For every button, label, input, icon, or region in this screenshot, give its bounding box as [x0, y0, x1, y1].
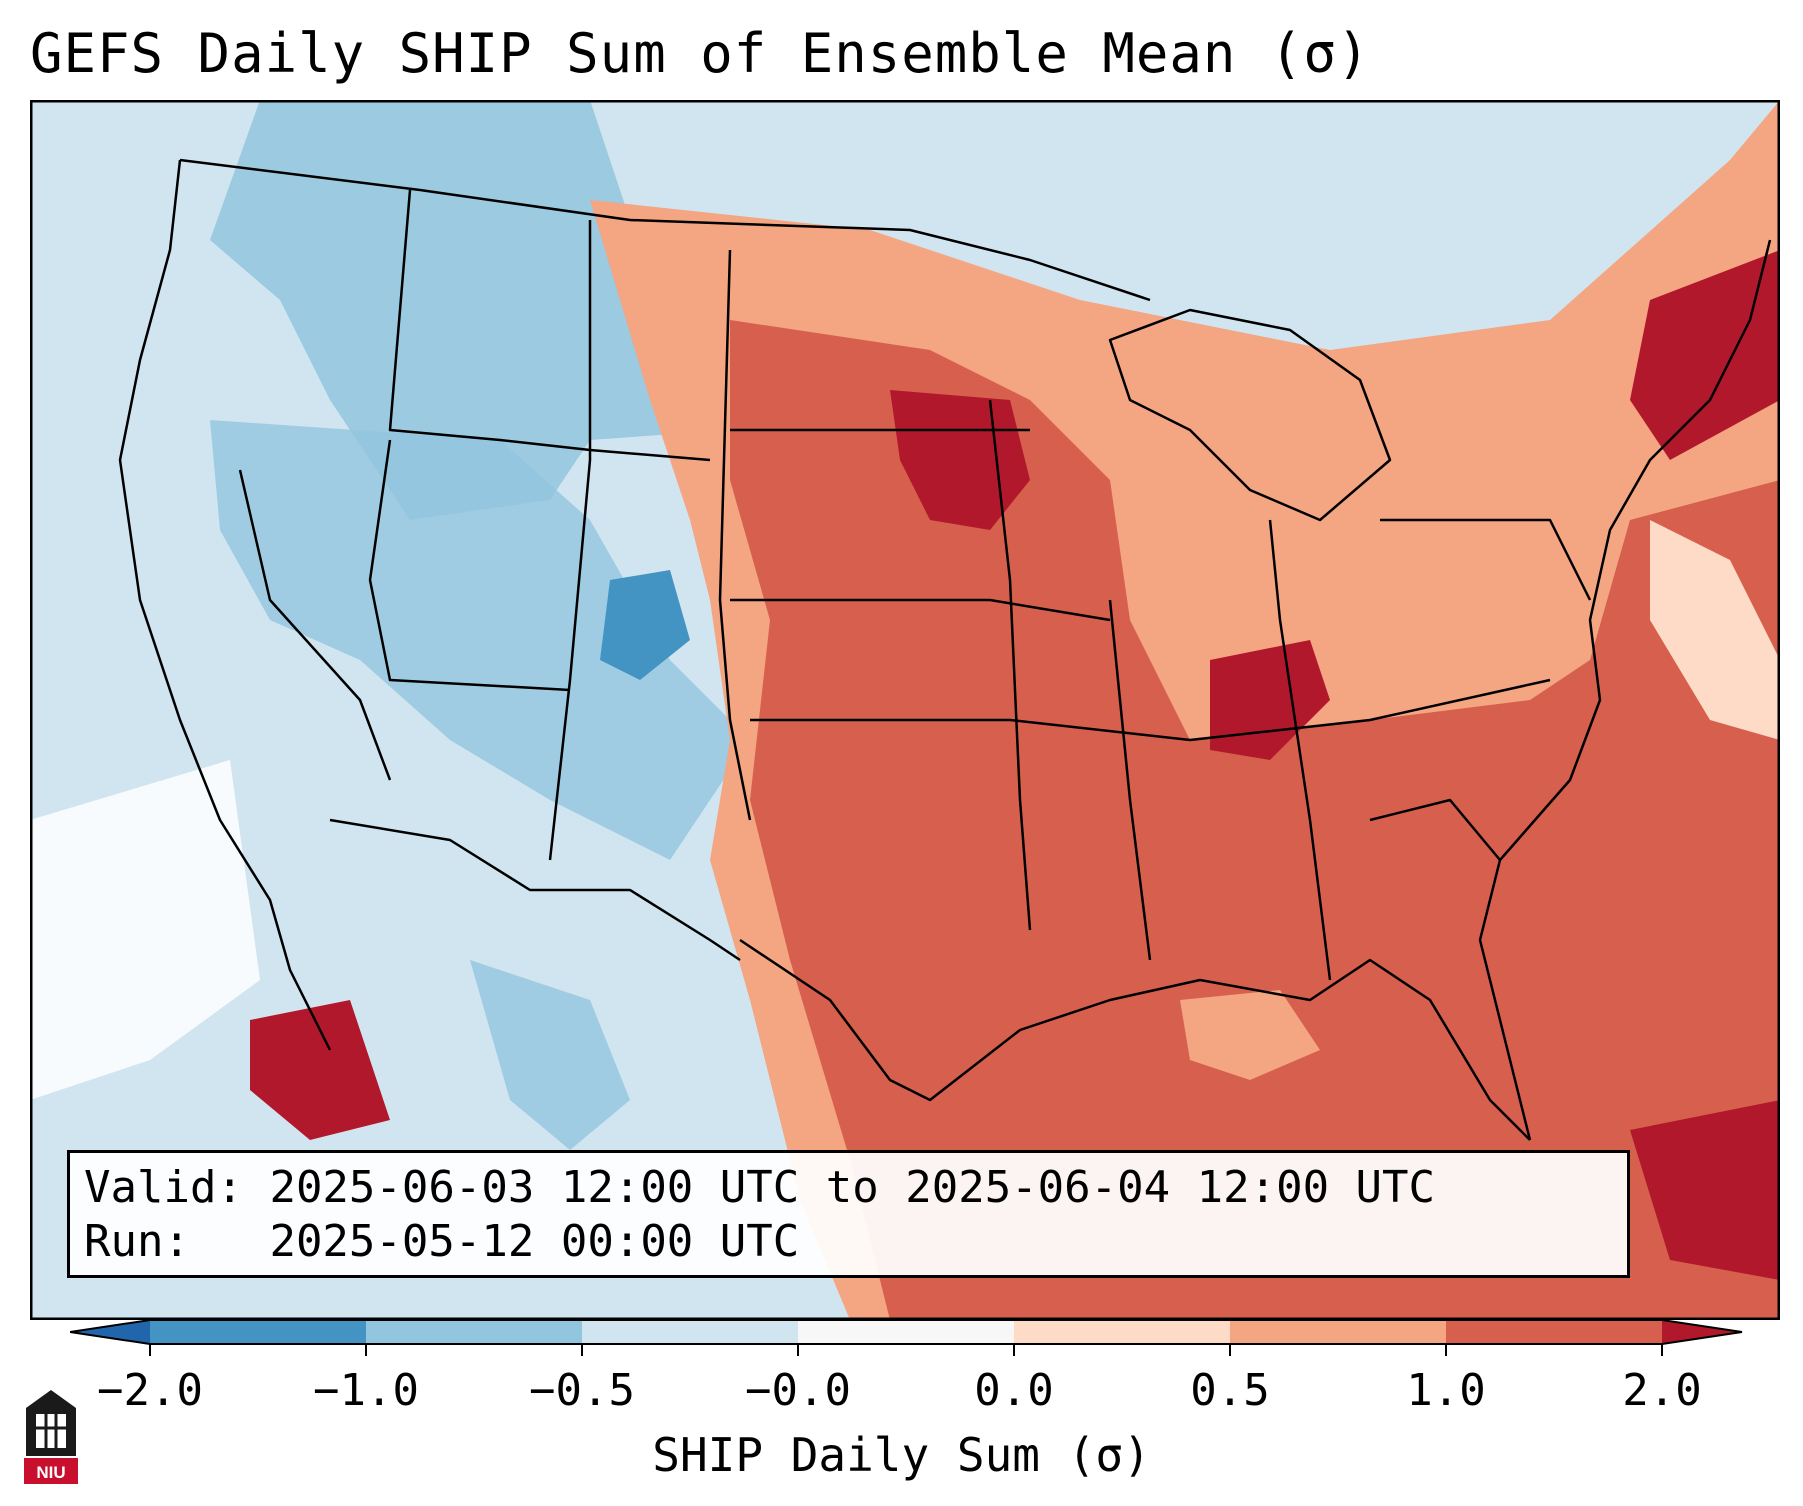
validity-info-box: Valid: 2025-06-03 12:00 UTC to 2025-06-0… [67, 1150, 1630, 1278]
colorbar-bin-3 [582, 1320, 798, 1344]
colorbar-bin-1 [150, 1320, 366, 1344]
region-central-positive [730, 320, 1780, 1320]
colorbar-bin-2 [366, 1320, 582, 1344]
colorbar-tick-label: 0.0 [974, 1365, 1054, 1416]
region-ohio-valley-strong-positive [1210, 640, 1330, 760]
colorbar-tick-label: −0.0 [745, 1365, 851, 1416]
map-panel [30, 100, 1780, 1320]
colorbar-bin-5 [1014, 1320, 1230, 1344]
region-gulf-light [1180, 990, 1320, 1080]
colorbar-tick-label: −2.0 [97, 1365, 203, 1416]
colorbar-label: SHIP Daily Sum (σ) [652, 1428, 1151, 1482]
gulf-coast [739, 938, 1531, 1141]
region-pacific-neutral [30, 760, 260, 1100]
interior-line-3 [718, 249, 752, 821]
region-caribbean-strong-positive [1630, 1100, 1780, 1280]
region-midwest-strong-positive [890, 390, 1030, 530]
interior-line-9 [1268, 519, 1332, 981]
interior-line-13 [368, 439, 571, 692]
colorbar-tick-label: 0.5 [1190, 1365, 1270, 1416]
interior-line-7 [988, 399, 1032, 931]
run-time: 2025-05-12 00:00 UTC [269, 1216, 800, 1267]
colorbar-bin-6 [1230, 1320, 1446, 1344]
region-great-basin-negative [210, 420, 750, 860]
canada-border [179, 158, 1151, 302]
interior-line-10 [1380, 518, 1592, 601]
region-northeast-strong-positive [1630, 250, 1780, 460]
valid-time-range: 2025-06-03 12:00 UTC to 2025-06-04 12:00… [269, 1162, 1436, 1213]
run-label: Run: [84, 1216, 190, 1267]
interior-line-12 [238, 469, 392, 781]
colorbar-max-extend [1662, 1320, 1742, 1344]
colorbar-bin-7 [1446, 1320, 1662, 1344]
colorbar-bin-4 [798, 1320, 1014, 1344]
mexico-border [329, 818, 741, 962]
interior-line-11 [1369, 798, 1501, 861]
valid-label: Valid: [84, 1162, 243, 1213]
colorbar [70, 1319, 1743, 1356]
interior-line-6 [750, 678, 1551, 742]
state-borders [118, 158, 1772, 1141]
interior-line-8 [1108, 599, 1152, 961]
chart-title: GEFS Daily SHIP Sum of Ensemble Mean (σ) [30, 22, 1371, 85]
niu-logo: NIU [24, 1390, 78, 1484]
great-lakes [1108, 308, 1392, 522]
colorbar-tick-label: 1.0 [1406, 1365, 1486, 1416]
region-colorado-strong-negative [600, 570, 690, 680]
interior-line-1 [388, 189, 711, 462]
colorbar-tick-label: −1.0 [313, 1365, 419, 1416]
interior-line-2 [548, 220, 592, 861]
region-atlantic-light [1650, 520, 1780, 740]
region-baja-strong-positive [250, 1000, 390, 1140]
colorbar-tick-label: 2.0 [1622, 1365, 1702, 1416]
east-coast [1478, 239, 1772, 1141]
interior-line-5 [730, 598, 1111, 622]
logo-text: NIU [36, 1463, 65, 1482]
region-mexico-negative [470, 960, 630, 1150]
colorbar-ticks [149, 1344, 1663, 1356]
colorbar-tick-label: −0.5 [529, 1365, 635, 1416]
colorbar-min-extend [70, 1320, 150, 1344]
us-west-coast [118, 159, 332, 1051]
